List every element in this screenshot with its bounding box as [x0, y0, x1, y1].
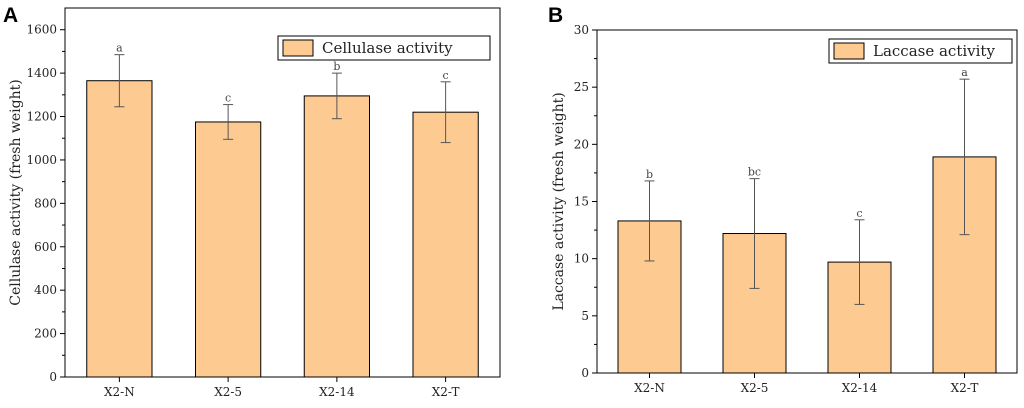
significance-label: c	[443, 69, 449, 82]
y-tick-label: 20	[574, 137, 589, 151]
significance-label: a	[116, 42, 123, 55]
x-tick-label: X2-N	[634, 381, 665, 395]
y-axis-label: Cellulase activity (fresh weight)	[8, 79, 24, 305]
panel-b: B 0 5 10 15 20 25 30 Laccase activity (fresh wei…	[548, 4, 1018, 395]
x-tick-label: X2-T	[951, 381, 979, 395]
panel-letter: B	[548, 4, 563, 27]
x-tick-label: X2-14	[319, 385, 355, 399]
y-tick-label: 0	[49, 370, 57, 384]
y-tick-label: 15	[574, 195, 589, 209]
bar-x2-n	[86, 80, 153, 378]
y-tick-label: 30	[574, 23, 589, 37]
y-tick-label: 200	[34, 327, 57, 341]
y-tick-label: 400	[34, 283, 57, 297]
y-tick-label: 25	[574, 80, 589, 94]
x-tick-label: X2-T	[432, 385, 460, 399]
significance-label: bc	[748, 166, 761, 179]
y-tick-label: 600	[34, 240, 57, 254]
panel-letter: A	[3, 4, 18, 27]
y-tick-label: 1600	[26, 23, 57, 37]
panel-a: A 0 200 400 600 800 1000 1200 1400 1600 Cellulase …	[3, 4, 501, 399]
y-tick-label: 1000	[26, 153, 57, 167]
x-tick-label: X2-5	[741, 381, 769, 395]
significance-label: b	[646, 168, 653, 181]
bar-x2-5	[195, 121, 262, 378]
legend-label: Laccase activity	[873, 42, 995, 60]
y-tick-label: 10	[574, 252, 589, 266]
y-tick-label: 1400	[26, 66, 57, 80]
y-tick-label: 800	[34, 196, 57, 210]
legend-label: Cellulase activity	[322, 39, 453, 57]
significance-label: c	[856, 207, 862, 220]
y-tick-label: 5	[581, 309, 589, 323]
bar-x2-t	[412, 111, 479, 378]
y-axis-label: Laccase activity (fresh weight)	[551, 92, 567, 310]
y-tick-label: 0	[581, 366, 589, 380]
significance-label: b	[333, 60, 340, 73]
significance-label: a	[961, 66, 968, 79]
legend-swatch	[282, 39, 314, 57]
x-tick-label: X2-N	[104, 385, 135, 399]
plot-frame	[64, 7, 501, 378]
legend-swatch	[833, 42, 865, 60]
x-tick-label: X2-5	[214, 385, 242, 399]
significance-label: c	[225, 92, 231, 105]
bar-x2-14	[303, 95, 370, 378]
y-tick-label: 1200	[26, 110, 57, 124]
x-tick-label: X2-14	[842, 381, 878, 395]
